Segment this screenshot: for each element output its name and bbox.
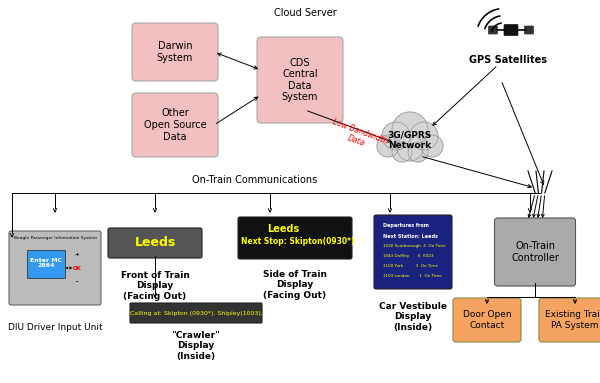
Circle shape (397, 135, 423, 161)
FancyBboxPatch shape (488, 26, 497, 34)
FancyBboxPatch shape (27, 250, 65, 278)
FancyBboxPatch shape (524, 26, 533, 34)
FancyBboxPatch shape (374, 215, 452, 289)
Text: 1030 Scarborough  4  On Time: 1030 Scarborough 4 On Time (383, 244, 446, 248)
Circle shape (392, 112, 428, 148)
Text: Beagle Passenger Information System: Beagle Passenger Information System (14, 236, 97, 240)
FancyBboxPatch shape (9, 231, 101, 305)
Text: On-Train Communications: On-Train Communications (193, 175, 317, 185)
Text: Car Vestibule
Display
(Inside): Car Vestibule Display (Inside) (379, 302, 447, 332)
Circle shape (392, 142, 412, 162)
Text: On-Train
Controller: On-Train Controller (511, 241, 559, 263)
FancyBboxPatch shape (539, 298, 600, 342)
Text: 1043 Doffley       6  6023: 1043 Doffley 6 6023 (383, 254, 434, 258)
Text: Front of Train
Display
(Facing Out): Front of Train Display (Facing Out) (121, 271, 190, 301)
FancyBboxPatch shape (504, 25, 518, 36)
Circle shape (410, 122, 438, 150)
FancyBboxPatch shape (453, 298, 521, 342)
Text: "Crawler"
Display
(Inside): "Crawler" Display (Inside) (172, 331, 220, 361)
Text: 1103 London        1  On Time: 1103 London 1 On Time (383, 274, 442, 278)
FancyBboxPatch shape (132, 23, 218, 81)
Text: 3G/GPRS
Network: 3G/GPRS Network (388, 130, 432, 150)
Text: 1100 York          3  On Time: 1100 York 3 On Time (383, 264, 438, 268)
FancyBboxPatch shape (494, 218, 575, 286)
Text: Leeds: Leeds (134, 236, 176, 249)
Text: ◀ ▶: ◀ ▶ (65, 266, 73, 270)
Text: Enter MC
2864: Enter MC 2864 (30, 258, 62, 268)
Circle shape (421, 135, 443, 157)
FancyBboxPatch shape (132, 93, 218, 157)
FancyBboxPatch shape (238, 217, 352, 259)
Text: Cloud Server: Cloud Server (274, 8, 337, 18)
FancyBboxPatch shape (130, 303, 262, 323)
Text: Calling at: Skipton (0930*), Shipley(1003),: Calling at: Skipton (0930*), Shipley(100… (130, 311, 262, 316)
Text: Side of Train
Display
(Facing Out): Side of Train Display (Facing Out) (263, 270, 327, 300)
FancyBboxPatch shape (108, 228, 202, 258)
Circle shape (408, 142, 428, 162)
Text: CDS
Central
Data
System: CDS Central Data System (282, 57, 318, 102)
Text: Leeds: Leeds (267, 224, 299, 234)
Text: Next Stop: Skipton(0930*): Next Stop: Skipton(0930*) (241, 237, 355, 247)
Text: Darwin
System: Darwin System (157, 41, 193, 63)
Text: Low Bandwidth
Data: Low Bandwidth Data (328, 117, 389, 155)
Circle shape (382, 122, 410, 150)
Circle shape (377, 135, 399, 157)
Text: OK: OK (73, 265, 82, 270)
Text: Door Open
Contact: Door Open Contact (463, 310, 511, 330)
Text: +: + (74, 252, 79, 257)
Text: Departures from: Departures from (383, 224, 429, 229)
Text: GPS Satellites: GPS Satellites (469, 55, 547, 65)
Text: -: - (76, 280, 78, 285)
Text: Other
Open Source
Data: Other Open Source Data (143, 108, 206, 142)
Text: Next Station: Leeds: Next Station: Leeds (383, 234, 438, 239)
Text: DIU Driver Input Unit: DIU Driver Input Unit (8, 323, 103, 332)
FancyBboxPatch shape (257, 37, 343, 123)
Text: Existing Train
PA System: Existing Train PA System (545, 310, 600, 330)
